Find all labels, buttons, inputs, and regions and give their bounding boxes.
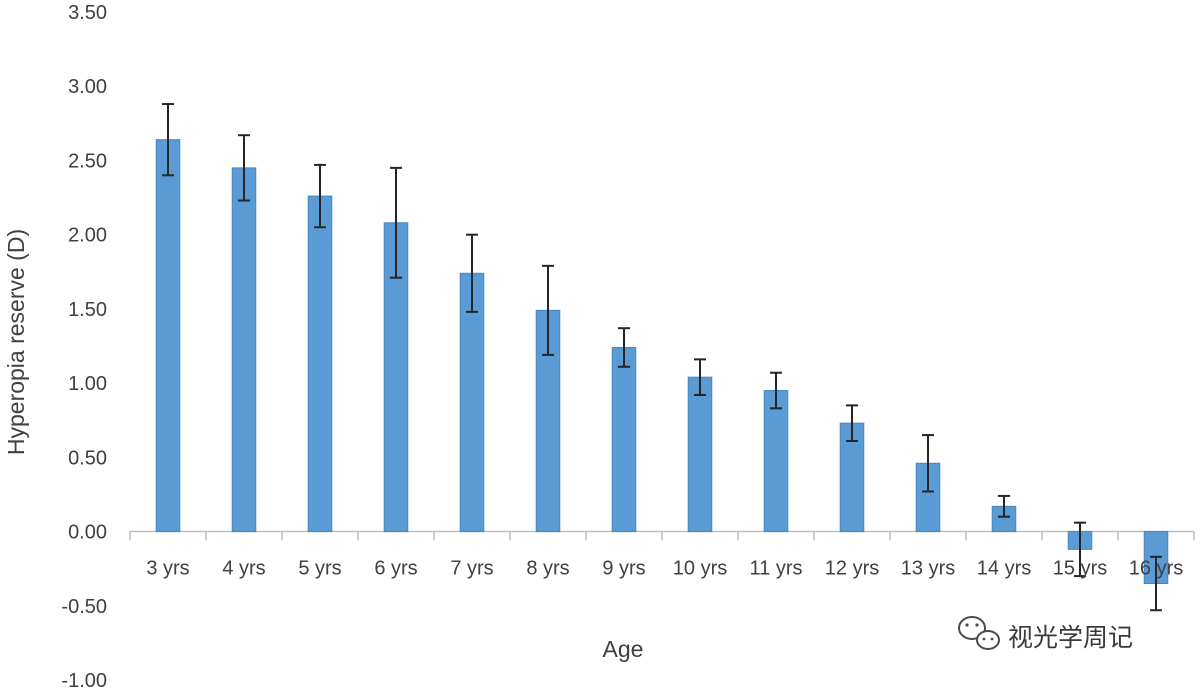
x-tick-label: 10 yrs <box>673 558 727 580</box>
x-tick-label: 13 yrs <box>901 558 955 580</box>
error-bars <box>162 103 1162 612</box>
x-tick-label: 7 yrs <box>450 558 493 580</box>
x-axis-title: Age <box>603 636 644 662</box>
y-tick-label: 2.50 <box>68 150 107 172</box>
x-tick-label: 16 yrs <box>1129 558 1183 580</box>
y-axis-ticks: 3.50 3.00 2.50 2.00 1.50 1.00 0.50 0.00 -0.50 -1.… <box>61 2 107 691</box>
y-tick-label: 0.50 <box>68 447 107 469</box>
x-tick-label: 9 yrs <box>602 558 645 580</box>
y-tick-label: -1.00 <box>61 670 107 691</box>
y-axis-title: Hyperopia reserve (D) <box>3 229 29 455</box>
x-axis-tick-marks <box>129 531 1195 541</box>
bar <box>155 139 181 533</box>
bar <box>231 167 257 533</box>
x-tick-label: 12 yrs <box>825 558 879 580</box>
wechat-icon <box>958 616 1000 650</box>
x-tick-label: 5 yrs <box>298 558 341 580</box>
bar <box>611 346 637 533</box>
x-tick-label: 4 yrs <box>222 558 265 580</box>
y-tick-label: 1.00 <box>68 373 107 395</box>
bar-series <box>155 139 1169 585</box>
bar <box>307 195 333 533</box>
y-tick-label: 0.00 <box>68 522 107 544</box>
x-tick-label: 3 yrs <box>146 558 189 580</box>
y-tick-label: -0.50 <box>61 596 107 618</box>
x-tick-label: 11 yrs <box>750 558 803 580</box>
x-tick-label: 6 yrs <box>374 558 417 580</box>
y-tick-label: 1.50 <box>68 299 107 321</box>
watermark: 视光学周记 <box>958 616 1133 652</box>
bar <box>763 390 789 533</box>
watermark-text: 视光学周记 <box>1008 624 1133 652</box>
y-tick-label: 3.00 <box>68 76 107 98</box>
y-tick-label: 3.50 <box>68 2 107 24</box>
x-axis-labels: 3 yrs 4 yrs 5 yrs 6 yrs 7 yrs 8 yrs 9 yrs 10 yr… <box>146 558 1183 580</box>
x-tick-label: 14 yrs <box>977 558 1031 580</box>
bar <box>687 376 713 533</box>
x-tick-label: 15 yrs <box>1053 558 1107 580</box>
x-tick-label: 8 yrs <box>526 558 569 580</box>
y-tick-label: 2.00 <box>68 225 107 247</box>
